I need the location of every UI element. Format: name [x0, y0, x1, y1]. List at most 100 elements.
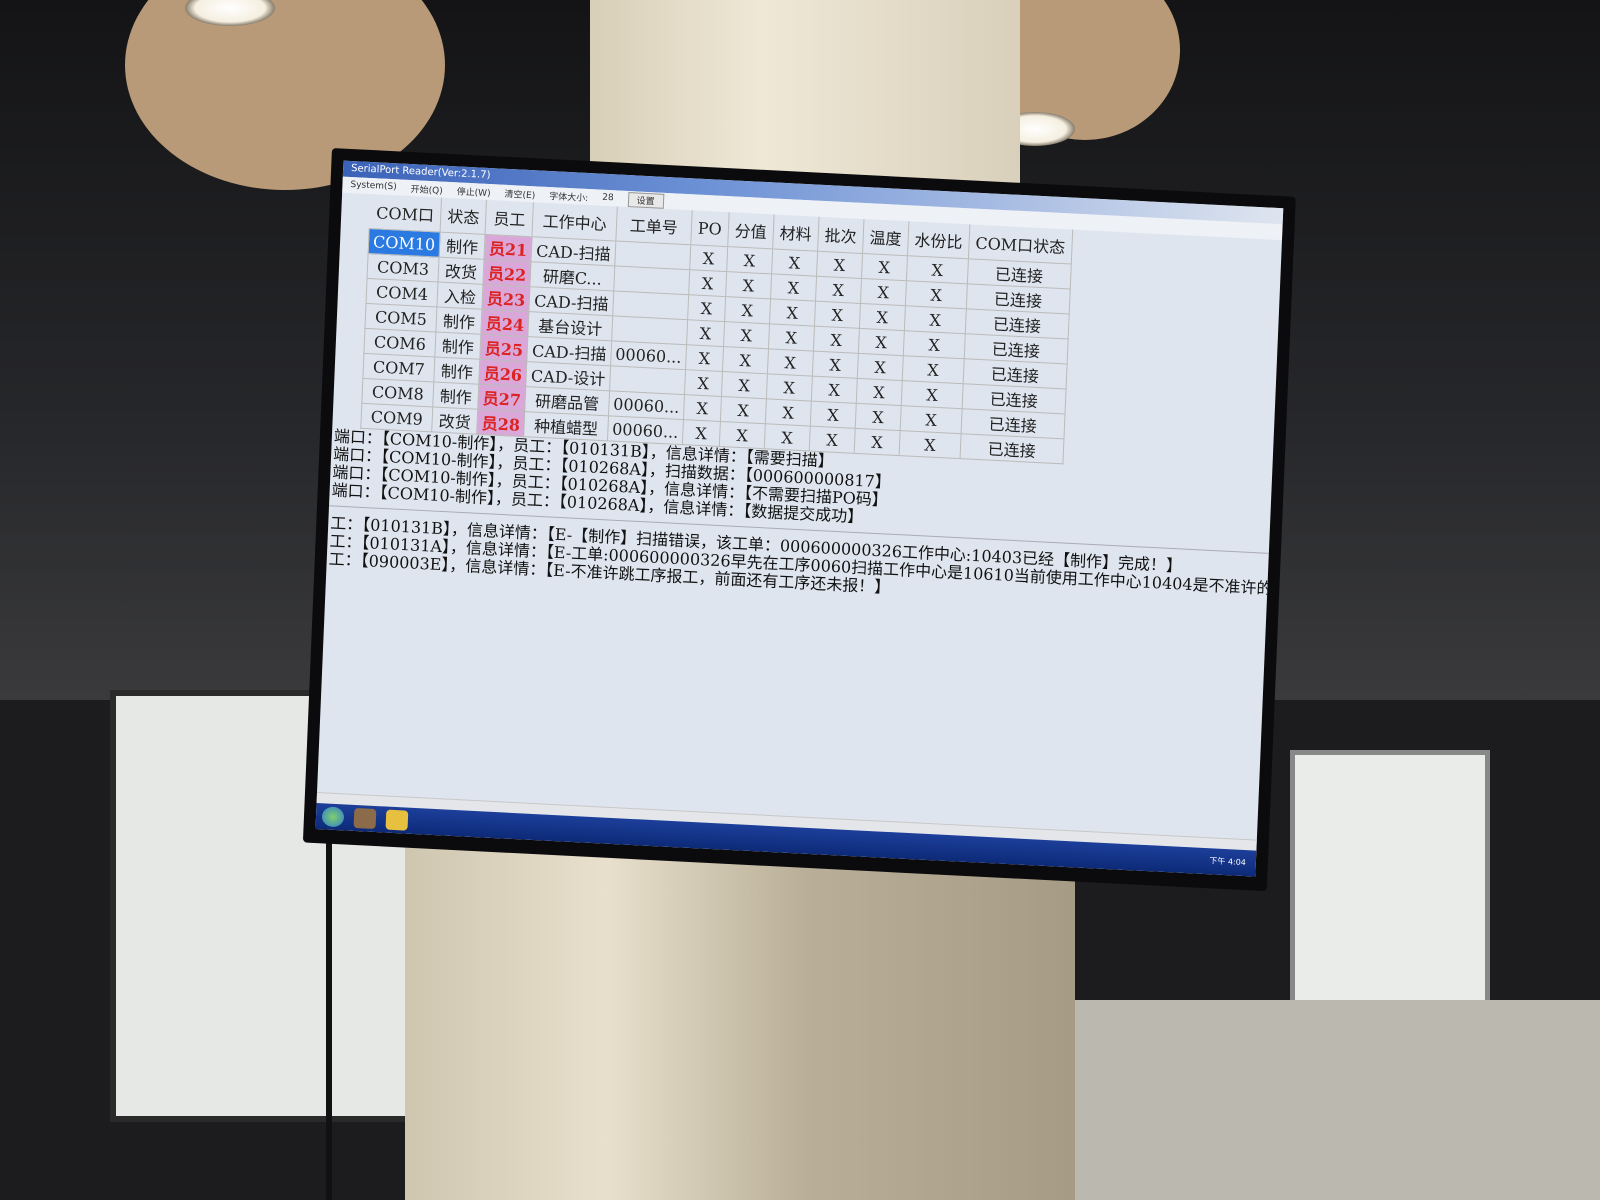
table-cell: COM5: [364, 303, 438, 332]
table-cell: X: [858, 328, 905, 356]
table-cell: COM7: [362, 353, 435, 382]
office-floor: [1060, 1000, 1600, 1200]
table-cell: X: [769, 298, 816, 327]
tv-monitor: SerialPort Reader(Ver:2.1.7) System(S) 开…: [302, 148, 1296, 892]
table-cell: X: [726, 246, 773, 274]
table-cell: X: [685, 344, 724, 372]
column-header[interactable]: 工作中心: [532, 202, 618, 241]
table-cell: X: [721, 371, 768, 399]
table-cell: X: [854, 428, 901, 456]
table-cell: X: [857, 353, 904, 381]
settings-button[interactable]: 设置: [627, 191, 664, 209]
table-cell: X: [811, 376, 858, 404]
table-cell: X: [765, 398, 812, 427]
table-cell: 制作: [433, 356, 480, 385]
table-cell: X: [684, 369, 723, 397]
pillar: [405, 840, 1075, 1200]
column-header[interactable]: 水份比: [907, 221, 970, 259]
app-icon[interactable]: [353, 807, 377, 830]
table-cell: 制作: [432, 381, 479, 410]
table-cell: [609, 365, 686, 395]
start-orb-icon[interactable]: [321, 806, 345, 828]
tv-cable: [326, 540, 332, 1200]
table-cell: COM8: [361, 378, 434, 407]
table-cell: X: [815, 276, 862, 304]
table-cell: COM3: [367, 253, 440, 283]
table-cell: X: [720, 396, 767, 424]
table-cell: X: [813, 326, 860, 354]
column-header[interactable]: PO: [690, 210, 729, 247]
table-cell: X: [816, 251, 863, 279]
table-cell: 员26: [478, 359, 528, 387]
table-cell: X: [766, 373, 813, 402]
table-cell: X: [901, 380, 964, 409]
table-cell: 改货: [431, 406, 478, 435]
column-header[interactable]: 材料: [772, 214, 819, 252]
table-cell: 员24: [480, 309, 530, 337]
folder-icon[interactable]: [385, 809, 409, 831]
font-size-input[interactable]: 28: [602, 192, 614, 204]
table-cell: X: [902, 355, 965, 384]
clock[interactable]: 下午 4:04: [1209, 856, 1247, 868]
menu-stop[interactable]: 停止(W): [456, 186, 491, 199]
column-header[interactable]: 状态: [440, 197, 487, 235]
column-header[interactable]: 分值: [727, 212, 774, 249]
table-cell: X: [900, 405, 963, 434]
table-cell: 制作: [434, 331, 481, 360]
table-cell: X: [903, 330, 966, 359]
table-cell: X: [767, 348, 814, 377]
table-cell: X: [898, 430, 961, 459]
column-header[interactable]: 工单号: [615, 206, 693, 245]
table-cell: X: [768, 323, 815, 352]
table-cell: X: [861, 253, 908, 281]
table-cell: [613, 265, 690, 295]
table-cell: CAD-扫描: [531, 236, 616, 266]
table-cell: X: [688, 269, 727, 297]
table-cell: X: [722, 346, 769, 374]
menu-start[interactable]: 开始(Q): [410, 184, 443, 197]
table-cell: X: [770, 273, 817, 302]
column-header[interactable]: 批次: [817, 216, 864, 254]
table-cell: X: [719, 421, 766, 449]
table-cell: X: [855, 403, 902, 431]
menu-system[interactable]: System(S): [350, 179, 397, 193]
table-cell: X: [860, 278, 907, 306]
table-cell: 员27: [477, 384, 527, 412]
table-cell: X: [689, 244, 728, 272]
table-cell: X: [686, 319, 725, 347]
table-cell: 员21: [484, 234, 533, 262]
table-cell: X: [723, 321, 770, 349]
column-header[interactable]: COM口状态: [968, 224, 1073, 265]
table-cell: COM6: [363, 328, 436, 357]
port-table: COM口 状态 员工 工作中心 工单号 PO 分值 材料 批次 温度 水份比 COM口状态 COM10…: [360, 194, 1073, 464]
column-header[interactable]: 员工: [485, 199, 534, 237]
menu-clear[interactable]: 清空(E): [504, 189, 536, 201]
table-cell: 研磨品管: [525, 386, 610, 416]
table-cell: 入检: [437, 282, 484, 310]
table-cell: X: [904, 305, 967, 334]
table-cell: X: [724, 296, 771, 324]
table-cell: CAD-设计: [526, 361, 611, 391]
table-cell: COM10: [368, 228, 441, 258]
column-header[interactable]: 温度: [862, 218, 909, 256]
table-cell: 员25: [479, 334, 529, 362]
table-cell: 改货: [438, 257, 485, 285]
table-cell: X: [687, 294, 726, 322]
table-cell: X: [683, 394, 722, 422]
table-cell: 研磨C...: [530, 261, 615, 291]
column-header[interactable]: COM口: [369, 194, 442, 233]
table-cell: [611, 315, 688, 345]
table-cell: X: [809, 426, 856, 454]
table-cell: [612, 290, 689, 320]
font-size-label: 字体大小:: [548, 191, 589, 204]
table-cell: COM4: [366, 278, 439, 308]
table-cell: X: [810, 401, 857, 429]
table-cell: X: [812, 351, 859, 379]
table-cell: 基台设计: [528, 311, 613, 341]
table-cell: 制作: [439, 232, 486, 260]
table-cell: 员22: [483, 259, 532, 287]
table-cell: X: [771, 248, 818, 277]
table-cell: 00060...: [608, 390, 685, 420]
table-cell: X: [906, 255, 969, 284]
table-cell: X: [859, 303, 906, 331]
